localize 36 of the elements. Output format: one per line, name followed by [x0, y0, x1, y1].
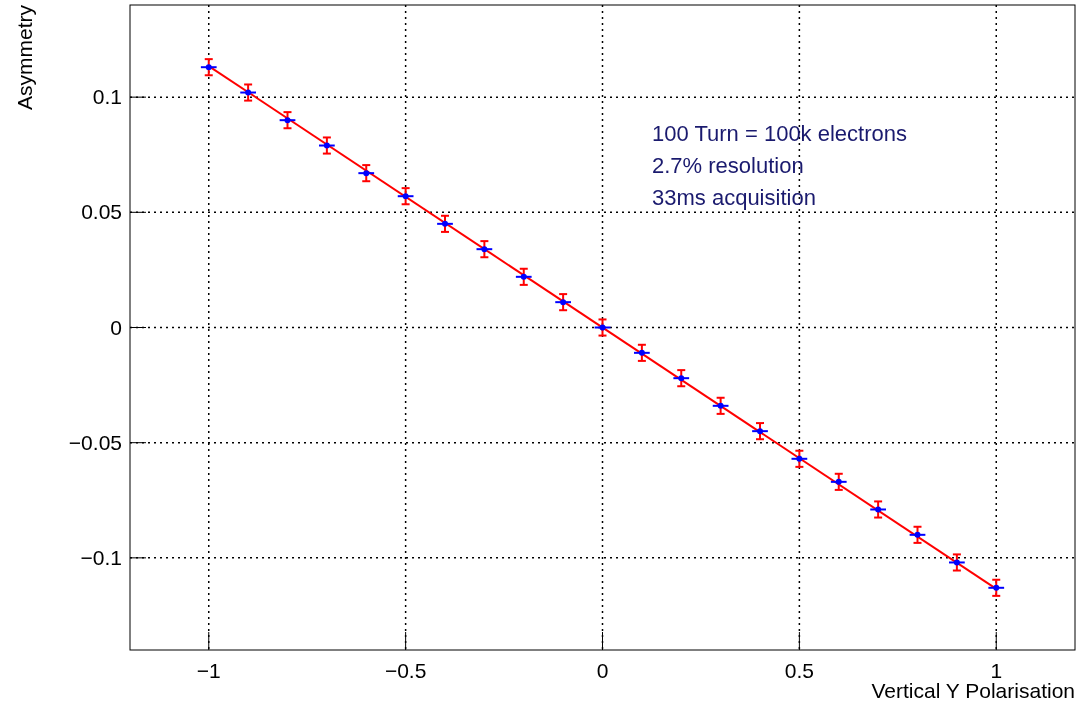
- point: [678, 375, 685, 382]
- annotation: 100 Turn = 100k electrons: [652, 121, 907, 146]
- point: [402, 193, 409, 200]
- y-tick-label: 0.1: [92, 85, 122, 109]
- x-tick-label: 0: [596, 659, 609, 682]
- point: [875, 506, 882, 513]
- point: [717, 402, 724, 409]
- y-tick-label: −0.1: [80, 545, 122, 569]
- x-tick-label: −1: [196, 659, 221, 682]
- point: [993, 584, 1000, 591]
- x-tick-label: −0.5: [384, 659, 427, 682]
- point: [481, 246, 488, 253]
- point: [953, 559, 960, 566]
- point: [560, 299, 567, 306]
- point: [520, 273, 527, 280]
- point: [835, 478, 842, 485]
- point: [245, 89, 252, 96]
- point: [363, 170, 370, 177]
- annotation: 33ms acquisition: [652, 185, 816, 210]
- y-axis-title: Asymmetry: [13, 4, 36, 110]
- point: [638, 349, 645, 356]
- point: [442, 220, 448, 227]
- x-tick-label: 1: [990, 659, 1003, 682]
- point: [757, 428, 763, 435]
- point: [323, 142, 330, 149]
- point: [284, 117, 291, 124]
- point: [796, 455, 803, 462]
- annotation: 2.7% resolution: [652, 153, 804, 178]
- y-tick-label: 0: [110, 315, 122, 339]
- x-axis-title: Vertical Y Polarisation: [871, 679, 1075, 702]
- point: [914, 531, 921, 538]
- point: [205, 64, 212, 71]
- x-tick-label: 0.5: [784, 659, 814, 682]
- point: [599, 324, 606, 331]
- y-tick-label: 0.05: [81, 200, 122, 224]
- y-tick-label: −0.05: [68, 430, 122, 454]
